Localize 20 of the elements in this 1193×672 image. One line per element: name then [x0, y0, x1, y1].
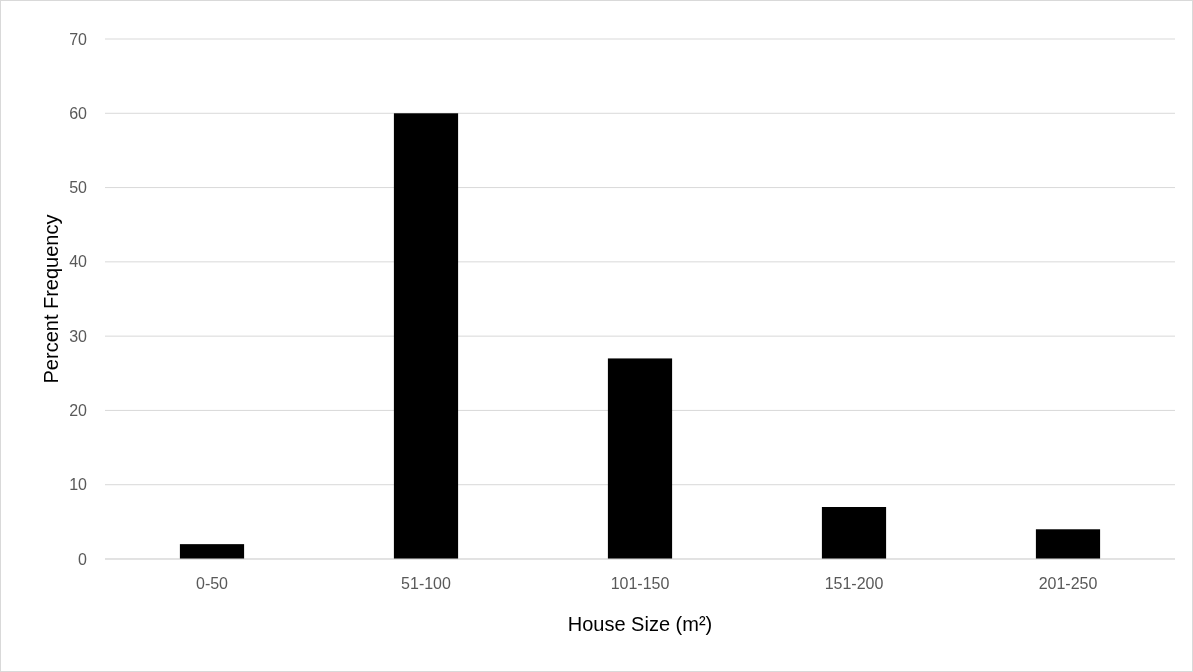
y-tick-label: 0	[78, 550, 88, 568]
y-tick-label: 60	[69, 104, 88, 122]
x-axis-title: House Size (m²)	[567, 613, 713, 635]
bar	[821, 507, 887, 559]
x-tick-label: 101-150	[610, 575, 670, 592]
y-tick-label: 10	[69, 476, 88, 494]
y-tick-label: 50	[69, 179, 88, 197]
bar	[179, 544, 245, 559]
x-tick-label: 201-250	[1038, 575, 1098, 592]
bar	[607, 358, 673, 559]
x-tick-label: 151-200	[824, 575, 884, 592]
y-axis-title: Percent Frequency	[40, 214, 62, 384]
y-tick-label: 40	[69, 253, 88, 271]
bar	[393, 113, 459, 559]
y-tick-label: 30	[69, 327, 88, 345]
bar	[1035, 529, 1101, 559]
y-tick-label: 70	[69, 30, 88, 48]
y-tick-label: 20	[69, 402, 88, 420]
x-tick-label: 0-50	[195, 575, 229, 592]
x-tick-label: 51-100	[401, 575, 452, 592]
